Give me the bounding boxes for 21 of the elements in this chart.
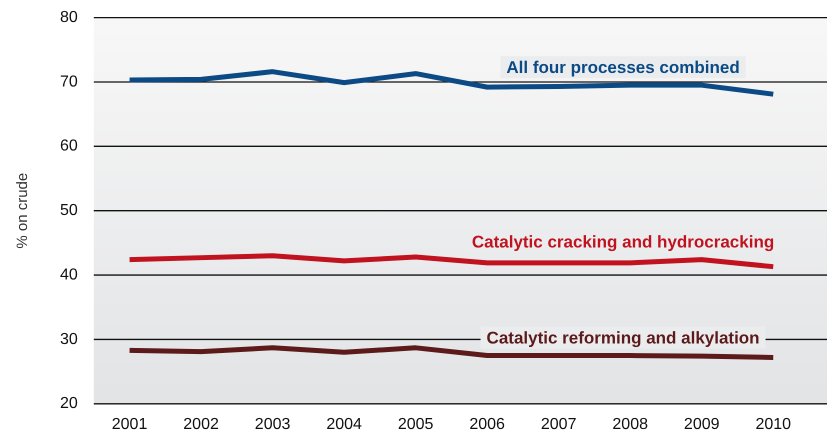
x-tick-label: 2008 (612, 416, 648, 433)
y-tick-label: 80 (60, 9, 78, 26)
y-axis-title: % on crude (14, 172, 32, 249)
x-tick-label: 2009 (684, 416, 720, 433)
series-label: Catalytic reforming and alkylation (486, 328, 760, 348)
y-tick-label: 20 (60, 395, 78, 412)
y-tick-label: 50 (60, 202, 78, 220)
y-tick-label: 30 (60, 330, 78, 348)
x-tick-label: 2005 (398, 416, 434, 433)
y-tick-label: 40 (60, 266, 78, 284)
y-tick-label: 60 (60, 138, 78, 155)
series-label: All four processes combined (506, 58, 740, 78)
x-tick-label: 2001 (112, 416, 148, 433)
x-tick-label: 2004 (326, 416, 362, 433)
x-tick-label: 2007 (540, 416, 577, 433)
series-label: Catalytic cracking and hydrocracking (472, 232, 774, 252)
x-tick-label: 2010 (755, 416, 792, 433)
x-tick-label: 2002 (183, 416, 219, 433)
y-tick-label: 70 (60, 73, 78, 90)
x-tick-label: 2006 (469, 416, 506, 433)
x-tick-label: 2003 (254, 416, 290, 433)
